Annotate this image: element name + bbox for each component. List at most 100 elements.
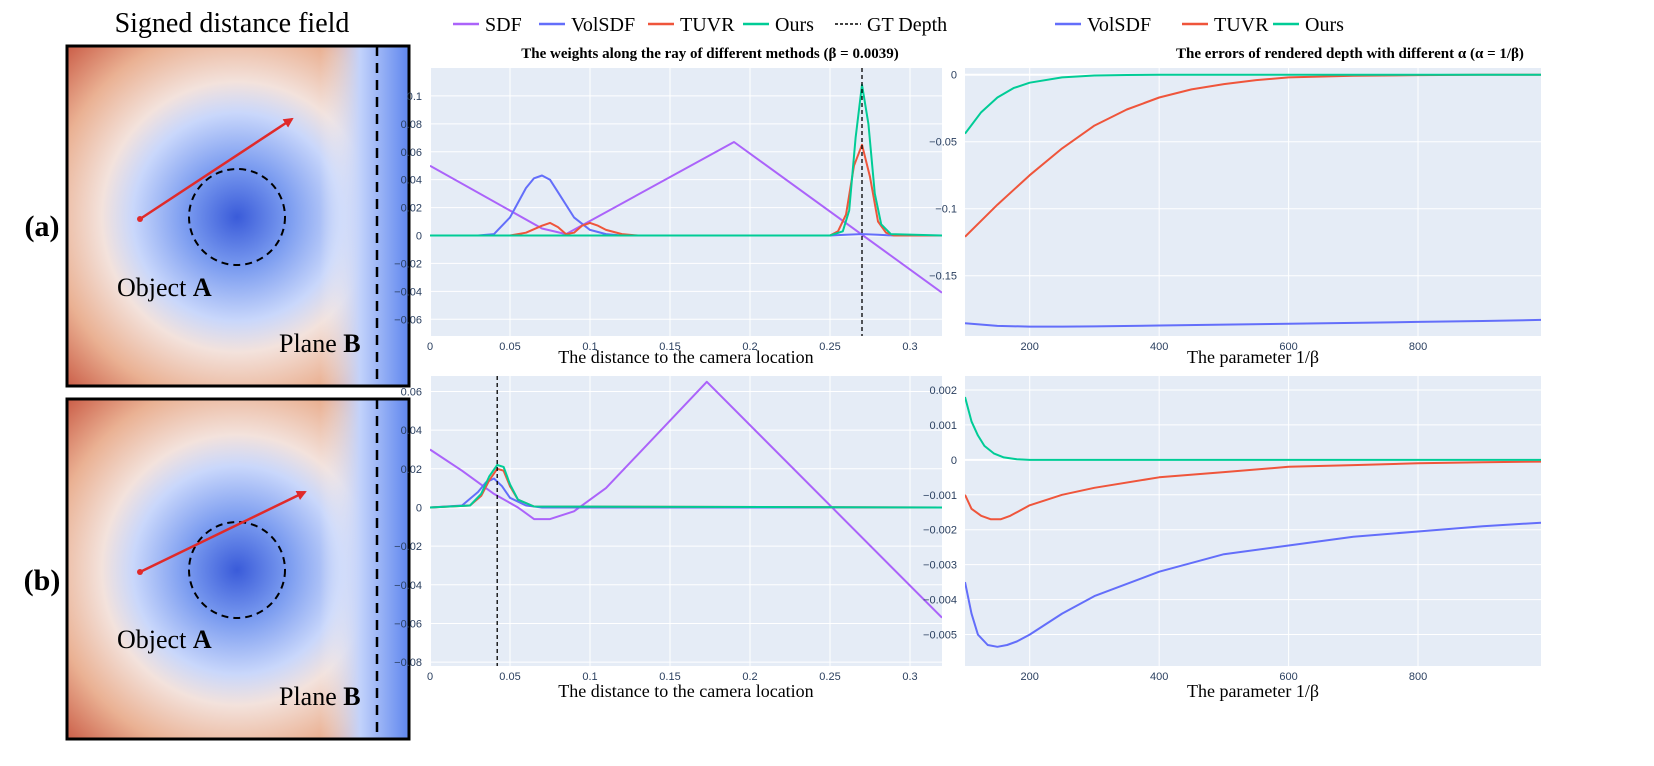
sdf-panel-a: Object A Plane B (65, 44, 411, 388)
y-tick-label: −0.04 (394, 580, 422, 592)
x-tick-label: 0.25 (819, 341, 840, 353)
series-line-tuvr (430, 143, 942, 237)
y-tick-label: −0.04 (394, 286, 422, 298)
y-tick-label: 0.001 (929, 420, 957, 432)
x-axis-label: The distance to the camera location (558, 347, 813, 367)
x-tick-label: 200 (1021, 671, 1039, 683)
y-tick-label: 0.06 (401, 147, 422, 159)
y-tick-label: −0.02 (394, 541, 422, 553)
series-group (430, 83, 942, 294)
legend-item-ours: Ours (1273, 14, 1344, 36)
object-a-circle (188, 521, 286, 619)
x-tick-label: 0 (427, 671, 433, 683)
row-label-b: (b) (24, 564, 61, 597)
chart-weights-b: 0 0.05 0.1 0.15 0.2 0.25 0.3 −0.08 −0.06 −0.04 −0.… (394, 376, 942, 701)
legend-label: Ours (775, 14, 814, 36)
y-tick-label: 0 (416, 231, 422, 243)
y-tick-label: −0.1 (935, 204, 957, 216)
y-tick-label: −0.15 (929, 271, 957, 283)
x-tick-label: 0.1 (582, 341, 597, 353)
legend-weights: SDF VolSDF TUVR Ours GT Depth (453, 14, 947, 36)
legend-label: Ours (1305, 14, 1344, 36)
chart-errors-b: 200 400 600 800 −0.005 −0.004 −0.003 −0.002 −0.0… (923, 376, 1541, 701)
legend-item-gt-depth: GT Depth (835, 14, 947, 36)
x-tick-label: 0 (427, 341, 433, 353)
series-group (965, 396, 1541, 648)
camera-ray (139, 490, 307, 574)
legend-item-tuvr: TUVR (648, 14, 735, 36)
x-tick-label: 800 (1409, 671, 1427, 683)
x-tick-label: 0.1 (582, 671, 597, 683)
chart-errors-a: 200 400 600 800 −0.15 −0.1 −0.05 0 The parameter… (929, 68, 1541, 367)
x-tick-label: 0.05 (499, 341, 520, 353)
y-tick-label: −0.005 (923, 630, 957, 642)
y-tick-label: −0.06 (394, 314, 422, 326)
x-tick-label: 800 (1409, 341, 1427, 353)
plot-area (430, 376, 942, 666)
object-a-circle (188, 168, 286, 266)
camera-ray (139, 117, 294, 221)
y-tick-label: 0.002 (929, 385, 957, 397)
x-tick-label: 0.2 (742, 341, 757, 353)
legend-item-tuvr: TUVR (1182, 14, 1269, 36)
legend-label: VolSDF (1087, 14, 1151, 36)
legend-label: GT Depth (867, 14, 947, 36)
y-tick-label: 0.1 (407, 91, 422, 103)
object-label: Object A (117, 625, 212, 654)
series-line-sdf (430, 380, 942, 619)
y-tick-label: −0.06 (394, 618, 422, 630)
legend-errors: VolSDF TUVR Ours (1055, 14, 1344, 36)
x-axis-label: The parameter 1/β (1187, 681, 1319, 701)
y-tick-label: −0.002 (923, 525, 957, 537)
y-tick-label: 0.02 (401, 464, 422, 476)
series-line-ours (965, 73, 1541, 135)
object-label: Object A (117, 273, 212, 302)
y-tick-label: −0.05 (929, 137, 957, 149)
y-tick-label: 0.04 (401, 425, 422, 437)
legend-label: TUVR (1214, 14, 1269, 36)
weights-title: The weights along the ray of different m… (521, 46, 898, 62)
series-line-tuvr (965, 460, 1541, 521)
legend-item-ours: Ours (743, 14, 814, 36)
series-line-volsdf (965, 521, 1541, 648)
y-tick-label: 0 (416, 502, 422, 514)
plane-label: Plane B (279, 329, 361, 358)
y-tick-label: −0.004 (923, 595, 957, 607)
plane-label: Plane B (279, 682, 361, 711)
legend-item-volsdf: VolSDF (1055, 14, 1151, 36)
y-tick-label: 0 (951, 70, 957, 82)
x-axis-label: The distance to the camera location (558, 681, 813, 701)
x-tick-label: 0.15 (659, 671, 680, 683)
legend-item-volsdf: VolSDF (539, 14, 635, 36)
x-tick-label: 200 (1021, 341, 1039, 353)
plot-area (965, 68, 1541, 336)
legend-item-sdf: SDF (453, 14, 522, 36)
y-tick-label: −0.001 (923, 490, 957, 502)
x-tick-label: 0.2 (742, 671, 757, 683)
series-group (430, 380, 942, 619)
y-tick-label: 0.04 (401, 175, 422, 187)
sdf-title: Signed distance field (115, 8, 350, 39)
x-tick-label: 0.05 (499, 671, 520, 683)
series-line-ours (430, 463, 942, 509)
x-tick-label: 0.3 (902, 671, 917, 683)
sdf-panel-b: Object A Plane B (65, 397, 411, 741)
legend-label: TUVR (680, 14, 735, 36)
x-tick-label: 400 (1150, 341, 1168, 353)
row-label-a: (a) (25, 210, 60, 243)
y-tick-label: 0 (951, 455, 957, 467)
x-tick-label: 400 (1150, 671, 1168, 683)
legend-label: SDF (485, 14, 522, 36)
x-axis-label: The parameter 1/β (1187, 347, 1319, 367)
x-tick-label: 0.25 (819, 671, 840, 683)
y-tick-label: 0.02 (401, 203, 422, 215)
y-tick-label: −0.08 (394, 657, 422, 669)
series-line-volsdf (965, 318, 1541, 328)
series-line-volsdf (430, 174, 942, 237)
series-line-ours (965, 396, 1541, 461)
camera-point (137, 569, 143, 575)
plot-area (965, 376, 1541, 666)
x-tick-label: 600 (1279, 341, 1297, 353)
series-group (965, 73, 1541, 328)
